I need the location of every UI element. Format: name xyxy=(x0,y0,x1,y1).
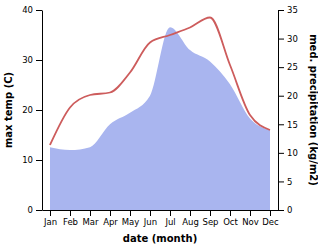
tick-mark xyxy=(110,210,111,216)
tick: Nov xyxy=(242,210,259,227)
tick-mark xyxy=(250,210,251,216)
tick: Mar xyxy=(82,210,99,227)
tick-mark xyxy=(36,10,42,11)
tick: 35 xyxy=(278,5,298,15)
tick-label: Sep xyxy=(202,217,218,227)
tick: 5 xyxy=(278,177,292,187)
y2-axis: 0 5 10 15 20 25 30 35 xyxy=(278,5,298,215)
tick-label: Jun xyxy=(143,217,157,227)
tick: Oct xyxy=(223,210,238,227)
tick: May xyxy=(122,210,140,227)
tick-mark xyxy=(150,210,151,216)
tick-label: Nov xyxy=(242,217,259,227)
tick: Apr xyxy=(103,210,118,227)
tick: 40 xyxy=(22,5,42,15)
tick: Feb xyxy=(63,210,78,227)
tick-label: 5 xyxy=(287,177,292,187)
tick-label: 0 xyxy=(28,205,33,215)
axis-line xyxy=(278,11,279,211)
tick: 20 xyxy=(22,105,42,115)
tick: Jun xyxy=(143,210,157,227)
axis-line xyxy=(43,210,279,211)
tick-mark xyxy=(36,110,42,111)
tick-label: 40 xyxy=(22,5,33,15)
tick-label: 15 xyxy=(287,120,298,130)
tick: 10 xyxy=(278,148,298,158)
tick: 0 xyxy=(278,205,292,215)
x-axis-title: date (month) xyxy=(123,233,197,244)
tick-mark xyxy=(278,210,284,211)
tick-label: 30 xyxy=(22,55,33,65)
tick-mark xyxy=(278,124,284,125)
plot: Jan Feb Mar Apr MayJun Jul AugSep Oct NovDec 0 10 2… xyxy=(22,5,298,227)
tick-label: 20 xyxy=(287,91,298,101)
y-axis: 0 10 20 30 40 xyxy=(22,5,42,215)
tick-mark xyxy=(70,210,71,216)
tick-mark xyxy=(36,210,42,211)
tick-label: Dec xyxy=(262,217,279,227)
tick-label: Mar xyxy=(82,217,99,227)
tick-label: 20 xyxy=(22,105,33,115)
tick-label: Oct xyxy=(223,217,238,227)
tick: 30 xyxy=(278,34,298,44)
tick-label: 35 xyxy=(287,5,298,15)
tick-mark xyxy=(190,210,191,216)
tick-mark xyxy=(278,96,284,97)
tick-mark xyxy=(50,210,51,216)
tick-label: 10 xyxy=(287,148,298,158)
tick-mark xyxy=(36,60,42,61)
x-axis: Jan Feb Mar Apr MayJun Jul AugSep Oct NovDec xyxy=(43,210,280,227)
y2-axis-title: med. precipitation (kg/m2) xyxy=(308,34,318,186)
tick-label: May xyxy=(122,217,140,227)
tick-mark xyxy=(130,210,131,216)
axis-line xyxy=(42,11,43,211)
tick: 25 xyxy=(278,62,298,72)
tick-mark xyxy=(90,210,91,216)
tick-mark xyxy=(278,153,284,154)
precipitation-area xyxy=(50,27,270,210)
tick: 30 xyxy=(22,55,42,65)
tick-mark xyxy=(210,210,211,216)
tick: 15 xyxy=(278,120,298,130)
temperature-line xyxy=(50,18,270,146)
tick-mark xyxy=(278,39,284,40)
tick: Aug xyxy=(182,210,199,227)
tick: Jul xyxy=(164,210,175,227)
chart: Jan Feb Mar Apr MayJun Jul AugSep Oct NovDec 0 10 2… xyxy=(0,0,318,247)
tick-mark xyxy=(36,160,42,161)
tick: 0 xyxy=(28,205,42,215)
tick: Dec xyxy=(262,210,279,227)
tick-label: Aug xyxy=(182,217,199,227)
marks xyxy=(50,18,270,211)
tick-mark xyxy=(278,10,284,11)
tick-label: Apr xyxy=(103,217,118,227)
tick-mark xyxy=(170,210,171,216)
tick-mark xyxy=(278,181,284,182)
tick-label: Feb xyxy=(63,217,78,227)
tick-label: 10 xyxy=(22,155,33,165)
tick: 20 xyxy=(278,91,298,101)
tick-label: Jan xyxy=(43,217,57,227)
tick: Jan xyxy=(43,210,57,227)
tick-label: 30 xyxy=(287,34,298,44)
tick-label: 25 xyxy=(287,62,298,72)
tick-mark xyxy=(278,67,284,68)
tick-label: 0 xyxy=(287,205,292,215)
tick-mark xyxy=(270,210,271,216)
tick: Sep xyxy=(202,210,218,227)
tick-label: Jul xyxy=(164,217,175,227)
tick: 10 xyxy=(22,155,42,165)
y-axis-title: max temp (C) xyxy=(3,72,14,148)
tick-mark xyxy=(230,210,231,216)
